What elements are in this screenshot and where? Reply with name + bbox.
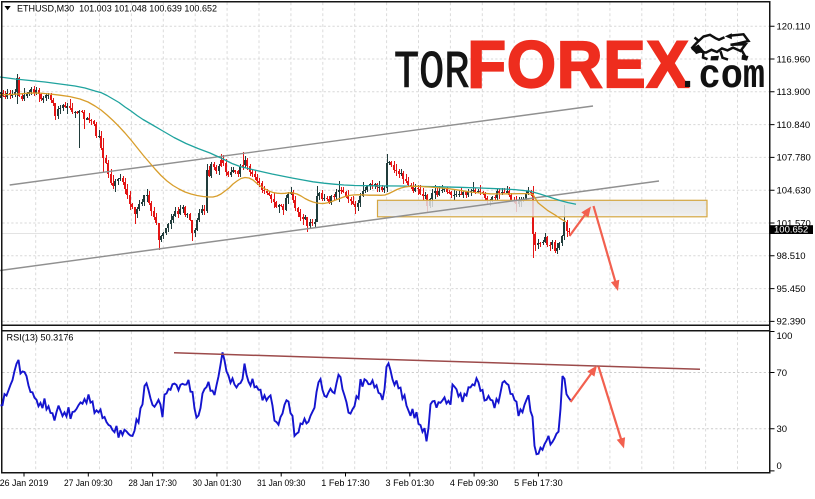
svg-text:3 Feb 01:30: 3 Feb 01:30 [386, 478, 435, 489]
svg-text:95.450: 95.450 [777, 284, 806, 295]
svg-text:30: 30 [777, 424, 788, 435]
svg-text:ETHUSD,M30 101.003 101.048 10: ETHUSD,M30 101.003 101.048 100.639 100.6… [17, 4, 217, 15]
svg-text:4 Feb 09:30: 4 Feb 09:30 [450, 478, 499, 489]
svg-text:.com: .com [677, 53, 766, 99]
svg-text:5 Feb 17:30: 5 Feb 17:30 [514, 478, 563, 489]
svg-text:92.390: 92.390 [777, 317, 806, 328]
svg-text:27 Jan 09:30: 27 Jan 09:30 [64, 478, 113, 489]
svg-text:TOR: TOR [394, 44, 469, 104]
svg-text:101.570: 101.570 [777, 218, 811, 229]
svg-text:FOREX: FOREX [468, 28, 690, 102]
svg-text:107.780: 107.780 [777, 153, 811, 164]
svg-text:RSI(13) 50.3176: RSI(13) 50.3176 [7, 333, 74, 344]
svg-text:30 Jan 01:30: 30 Jan 01:30 [193, 478, 242, 489]
svg-text:28 Jan 17:30: 28 Jan 17:30 [128, 478, 177, 489]
svg-text:104.630: 104.630 [777, 186, 811, 197]
svg-text:100: 100 [777, 331, 793, 342]
svg-text:26 Jan 2019: 26 Jan 2019 [0, 478, 48, 489]
svg-text:100.652: 100.652 [774, 224, 808, 235]
svg-text:120.110: 120.110 [777, 22, 811, 33]
svg-text:31 Jan 09:30: 31 Jan 09:30 [257, 478, 306, 489]
svg-text:110.840: 110.840 [777, 120, 811, 131]
svg-text:116.960: 116.960 [777, 54, 811, 65]
svg-text:70: 70 [777, 368, 788, 379]
svg-text:98.510: 98.510 [777, 251, 806, 262]
svg-text:113.900: 113.900 [777, 87, 811, 98]
svg-text:1 Feb 17:30: 1 Feb 17:30 [321, 478, 370, 489]
svg-text:0: 0 [777, 461, 782, 472]
